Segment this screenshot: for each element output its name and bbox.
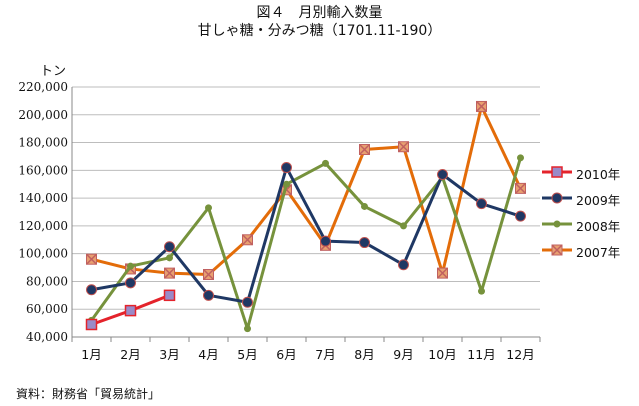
x-tick-label: 6月 [276,347,296,362]
y-tick-label: 120,000 [18,219,68,233]
data-point [478,287,485,295]
data-point [517,154,524,162]
x-tick-label: 9月 [393,347,413,362]
x-tick-label: 7月 [315,347,335,362]
legend-item-2008: 2008年 [540,214,636,234]
data-point [437,169,448,180]
legend-marker-2008 [542,220,572,228]
data-point-cross [163,267,176,279]
legend-item-2010: 2010年 [540,162,636,182]
x-tick-label: 4月 [198,347,218,362]
chart-title: 図４ 月別輸入数量 [256,5,383,21]
legend-label-2010: 2010年 [576,167,621,182]
data-point [124,304,137,317]
legend-label-2009: 2009年 [576,193,621,208]
x-tick-label: 2月 [120,347,140,362]
data-point-cross [514,182,527,194]
x-tick-label: 11月 [467,347,495,362]
y-tick-label: 180,000 [18,136,68,150]
y-tick-label: 200,000 [18,108,68,122]
series-line-2009年 [91,166,521,304]
data-point [242,296,253,308]
data-point [205,204,212,212]
x-tick-label: 5月 [237,347,257,362]
y-tick-label: 160,000 [18,163,68,177]
data-point [322,159,329,167]
legend: 2010年 2009年 2008年 2007年 [540,162,636,266]
legend-item-2007: 2007年 [540,240,636,260]
legend-label-2007: 2007年 [576,245,621,260]
legend-marker-2007 [542,244,572,256]
data-point-cross [85,253,98,265]
source-note: 資料：財務省「貿易統計」 [16,387,161,401]
y-tick-label: 40,000 [26,330,68,344]
data-point [281,162,292,174]
data-point [320,235,331,247]
data-point [476,198,487,210]
x-tick-label: 1月 [81,347,101,362]
y-tick-label: 60,000 [26,302,68,316]
data-point-cross [436,267,449,279]
data-point [400,222,407,230]
series-line-2008年 [90,157,522,331]
data-point-cross [397,141,410,153]
series-line-2007年 [91,104,522,276]
x-tick-label: 12月 [506,347,534,362]
data-point [86,284,97,296]
legend-marker-2009 [542,192,572,204]
x-tick-label: 8月 [354,347,374,362]
data-point-cross [202,268,215,281]
y-tick-label: 220,000 [18,80,68,94]
data-point [166,254,173,262]
data-point-cross [241,234,254,246]
data-point [359,237,370,249]
data-point [398,259,409,271]
chart-subtitle: 甘しゃ糖・分みつ糖（1701.11-190） [197,23,442,39]
y-tick-label: 140,000 [18,191,68,205]
data-point [163,289,176,302]
data-point-cross [475,100,488,112]
y-tick-label: 100,000 [18,247,68,261]
data-point [361,202,368,210]
data-point [283,180,290,188]
legend-label-2008: 2008年 [576,219,621,234]
data-point [125,277,136,289]
data-point [164,241,175,253]
data-point [244,325,251,333]
data-point [515,210,526,222]
data-point [127,262,134,270]
x-tick-label: 10月 [428,347,456,362]
y-axis-unit-label: トン [40,64,67,79]
data-point [203,289,214,301]
data-point-cross [358,143,371,156]
y-tick-label: 80,000 [26,274,68,288]
data-point [85,318,98,331]
legend-marker-2010 [542,166,572,178]
legend-item-2009: 2009年 [540,188,636,208]
x-tick-label: 3月 [159,347,179,362]
